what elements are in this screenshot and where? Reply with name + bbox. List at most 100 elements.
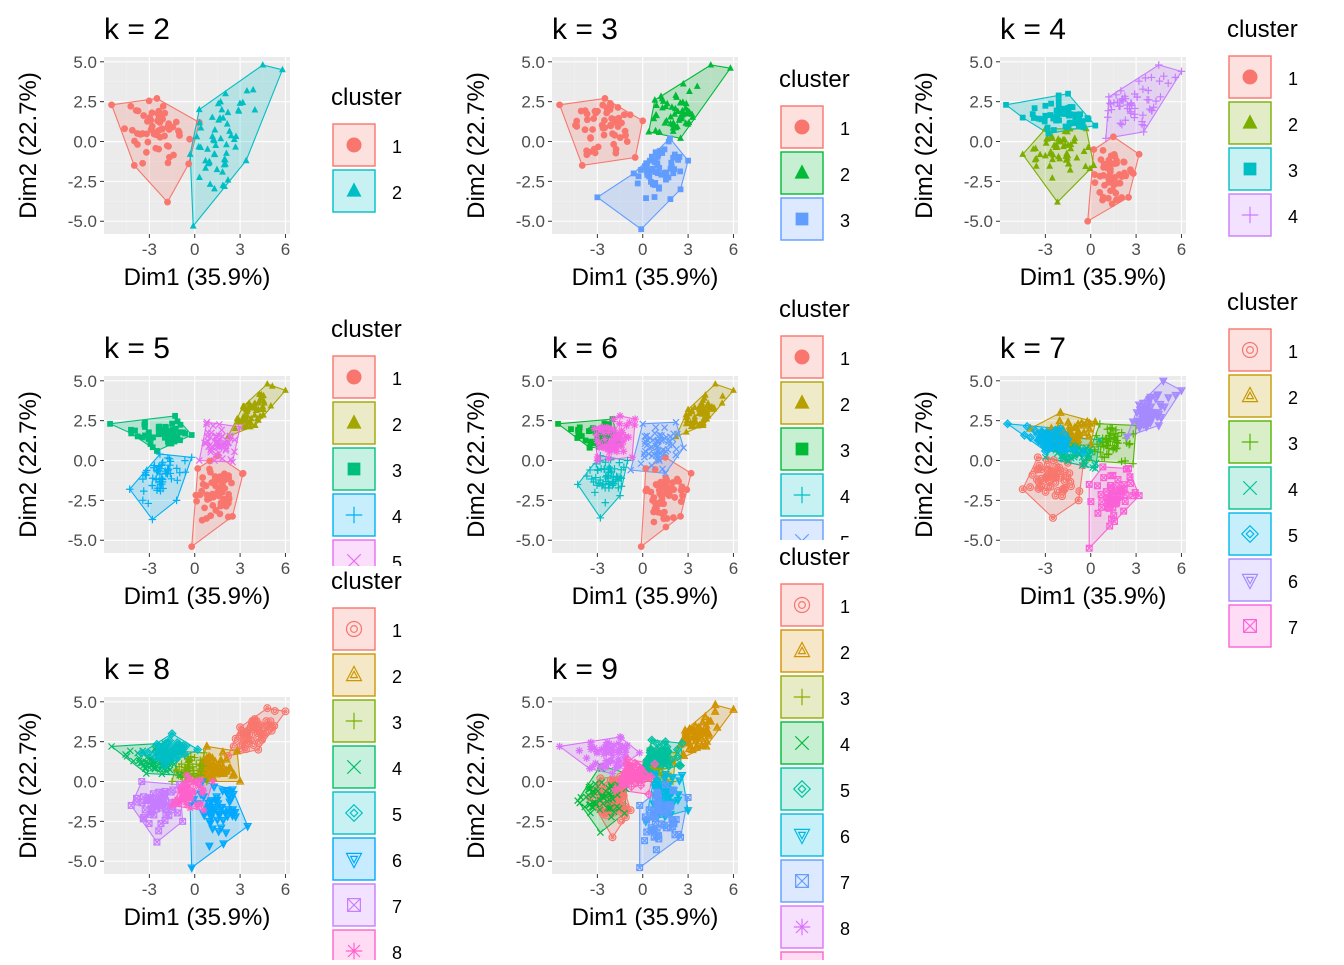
point (211, 477, 218, 484)
y-tick-label: 0.0 (969, 452, 993, 471)
point (1120, 159, 1127, 166)
legend-key-4: 4 (1229, 194, 1298, 236)
point (1122, 172, 1129, 179)
legend-key-6: 6 (333, 838, 402, 880)
legend-key-5: 5 (1229, 513, 1298, 555)
point (649, 154, 655, 160)
point (165, 159, 172, 166)
point (607, 757, 614, 764)
point (200, 806, 207, 813)
point (602, 95, 609, 102)
point (677, 154, 683, 160)
point (131, 162, 138, 169)
point (568, 426, 574, 432)
point (164, 199, 171, 206)
point (591, 425, 598, 432)
x-tick-label: 3 (1131, 559, 1140, 578)
point (621, 111, 628, 118)
legend-title: cluster (331, 84, 402, 111)
legend-symbol (1243, 70, 1258, 85)
legend-label: 8 (392, 943, 402, 960)
point (616, 412, 623, 419)
point (176, 129, 183, 136)
point (1099, 197, 1106, 204)
legend-key-8: 8 (333, 930, 402, 960)
legend-symbol (1244, 163, 1257, 176)
point (622, 132, 629, 139)
point (668, 196, 674, 202)
legend-key-4: 4 (781, 474, 850, 516)
point (677, 168, 683, 174)
legend: cluster 1 2 (331, 84, 402, 212)
legend-label: 1 (392, 137, 402, 157)
legend-label: 4 (392, 759, 402, 779)
point (606, 448, 613, 455)
legend-swatch (333, 654, 375, 696)
legend-label: 6 (392, 851, 402, 871)
point (607, 441, 614, 448)
point (135, 107, 142, 114)
point (229, 513, 236, 520)
legend-label: 3 (840, 441, 850, 461)
legend-symbol (348, 463, 361, 476)
legend-label: 5 (840, 781, 850, 801)
panel-title: k = 9 (552, 653, 618, 686)
x-axis-label: Dim1 (35.9%) (572, 583, 719, 610)
legend-key-9: 9 (781, 952, 850, 960)
point (156, 424, 162, 430)
point (217, 485, 224, 492)
point (240, 470, 247, 477)
x-tick-label: 6 (1177, 559, 1186, 578)
point (611, 426, 618, 433)
point (670, 514, 677, 521)
point (583, 438, 589, 444)
legend-key-7: 7 (333, 884, 402, 926)
legend-label: 1 (840, 119, 850, 139)
legend-label: 4 (840, 487, 850, 507)
point (1032, 105, 1038, 111)
point (186, 136, 193, 143)
panel-title: k = 6 (552, 332, 618, 365)
x-tick-label: 0 (1086, 559, 1095, 578)
legend: cluster123456789 (779, 544, 850, 960)
point (140, 112, 147, 119)
y-tick-label: 5.0 (73, 693, 97, 712)
point (1020, 115, 1026, 121)
point (212, 507, 219, 514)
legend-label: 6 (1288, 572, 1298, 592)
x-axis-label: Dim1 (35.9%) (124, 264, 271, 291)
point (609, 770, 616, 777)
y-tick-label: -5.0 (964, 531, 993, 550)
x-tick-label: 3 (683, 240, 692, 259)
x-tick-label: 0 (638, 559, 647, 578)
point (121, 125, 128, 132)
legend-symbol (795, 120, 810, 135)
panel-title: k = 2 (104, 13, 170, 46)
point (134, 130, 141, 137)
legend-key-2: 2 (333, 654, 402, 696)
point (1092, 179, 1099, 186)
legend-label: 2 (392, 183, 402, 203)
legend-label: 5 (1288, 526, 1298, 546)
panel-title: k = 4 (1000, 13, 1066, 46)
point (616, 749, 623, 756)
x-tick-label: 0 (638, 880, 647, 899)
legend-key-6: 6 (781, 814, 850, 856)
x-tick-label: -3 (142, 880, 157, 899)
y-tick-label: 5.0 (969, 372, 993, 391)
legend-key-5: 5 (781, 768, 850, 810)
y-tick-label: 5.0 (521, 372, 545, 391)
y-tick-label: -5.0 (964, 212, 993, 231)
y-tick-label: -2.5 (68, 812, 97, 831)
point (173, 435, 179, 441)
legend-symbol (347, 370, 362, 385)
point (1106, 172, 1113, 179)
point (556, 743, 563, 750)
legend-title: cluster (331, 316, 402, 343)
point (587, 739, 594, 746)
y-tick-label: -2.5 (516, 172, 545, 191)
